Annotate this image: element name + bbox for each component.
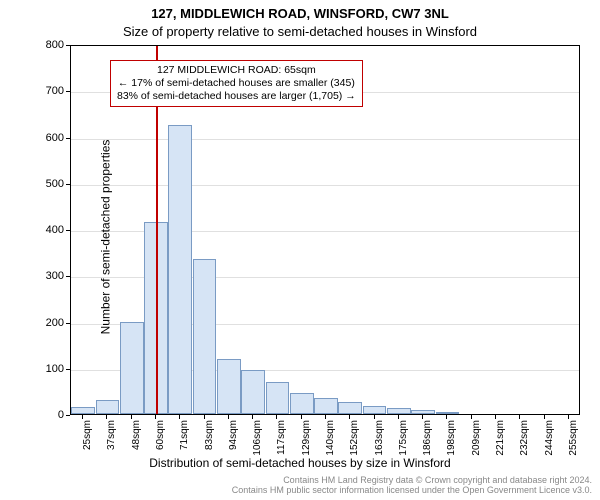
x-tick-mark [544,415,545,419]
x-tick-label: 37sqm [106,420,117,460]
x-tick-label: 232sqm [519,420,530,460]
histogram-bar [338,402,362,414]
y-tick-label: 700 [24,85,64,97]
x-tick-mark [179,415,180,419]
y-tick-label: 500 [24,178,64,190]
gridline [71,139,579,140]
x-tick-label: 221sqm [495,420,506,460]
x-tick-label: 25sqm [82,420,93,460]
y-tick-mark [66,91,70,92]
x-tick-mark [374,415,375,419]
x-tick-label: 186sqm [422,420,433,460]
x-tick-label: 163sqm [374,420,385,460]
x-tick-mark [252,415,253,419]
x-tick-label: 129sqm [301,420,312,460]
annotation-line: 127 MIDDLEWICH ROAD: 65sqm [117,64,356,77]
x-tick-mark [204,415,205,419]
y-tick-mark [66,138,70,139]
y-axis-label: Number of semi-detached properties [98,140,112,335]
x-tick-label: 117sqm [276,420,287,460]
x-tick-label: 244sqm [544,420,555,460]
histogram-bar [241,370,265,414]
x-tick-mark [82,415,83,419]
x-tick-label: 198sqm [446,420,457,460]
x-tick-mark [349,415,350,419]
annotation-line: ← 17% of semi-detached houses are smalle… [117,77,356,90]
x-tick-mark [519,415,520,419]
y-tick-mark [66,45,70,46]
x-tick-label: 152sqm [349,420,360,460]
x-tick-mark [106,415,107,419]
histogram-bar [266,382,290,414]
histogram-bar [411,410,435,414]
x-tick-label: 94sqm [228,420,239,460]
x-tick-label: 255sqm [568,420,579,460]
histogram-bar [314,398,338,414]
x-tick-mark [446,415,447,419]
x-tick-mark [471,415,472,419]
y-tick-label: 0 [24,409,64,421]
y-tick-mark [66,323,70,324]
x-tick-mark [131,415,132,419]
x-tick-mark [422,415,423,419]
histogram-bar [436,412,460,414]
histogram-bar [290,393,314,414]
y-tick-label: 800 [24,39,64,51]
annotation-box: 127 MIDDLEWICH ROAD: 65sqm← 17% of semi-… [110,60,363,107]
y-tick-label: 100 [24,363,64,375]
x-tick-label: 71sqm [179,420,190,460]
x-tick-mark [228,415,229,419]
x-tick-mark [276,415,277,419]
footer-line1: Contains HM Land Registry data © Crown c… [283,475,592,485]
chart-title-main: 127, MIDDLEWICH ROAD, WINSFORD, CW7 3NL [0,6,600,21]
x-tick-label: 48sqm [131,420,142,460]
x-tick-mark [325,415,326,419]
histogram-bar [363,406,387,414]
y-tick-mark [66,276,70,277]
y-tick-mark [66,415,70,416]
annotation-line: 83% of semi-detached houses are larger (… [117,90,356,103]
x-tick-label: 209sqm [471,420,482,460]
y-tick-label: 200 [24,317,64,329]
chart-title-sub: Size of property relative to semi-detach… [0,24,600,39]
y-tick-mark [66,184,70,185]
x-tick-mark [155,415,156,419]
histogram-bar [120,322,144,415]
x-tick-label: 83sqm [204,420,215,460]
histogram-bar [387,408,411,414]
histogram-bar [71,407,95,414]
y-tick-mark [66,369,70,370]
histogram-bar [96,400,120,414]
x-tick-label: 140sqm [325,420,336,460]
gridline [71,185,579,186]
y-tick-label: 300 [24,270,64,282]
histogram-bar [193,259,217,414]
histogram-bar [217,359,241,415]
y-tick-label: 600 [24,132,64,144]
x-tick-mark [301,415,302,419]
y-tick-label: 400 [24,224,64,236]
footer-line2: Contains HM public sector information li… [232,485,592,495]
histogram-bar [168,125,192,414]
x-tick-mark [495,415,496,419]
footer-note: Contains HM Land Registry data © Crown c… [0,476,592,496]
x-tick-label: 60sqm [155,420,166,460]
x-tick-label: 106sqm [252,420,263,460]
x-tick-mark [568,415,569,419]
y-tick-mark [66,230,70,231]
x-tick-mark [398,415,399,419]
x-tick-label: 175sqm [398,420,409,460]
